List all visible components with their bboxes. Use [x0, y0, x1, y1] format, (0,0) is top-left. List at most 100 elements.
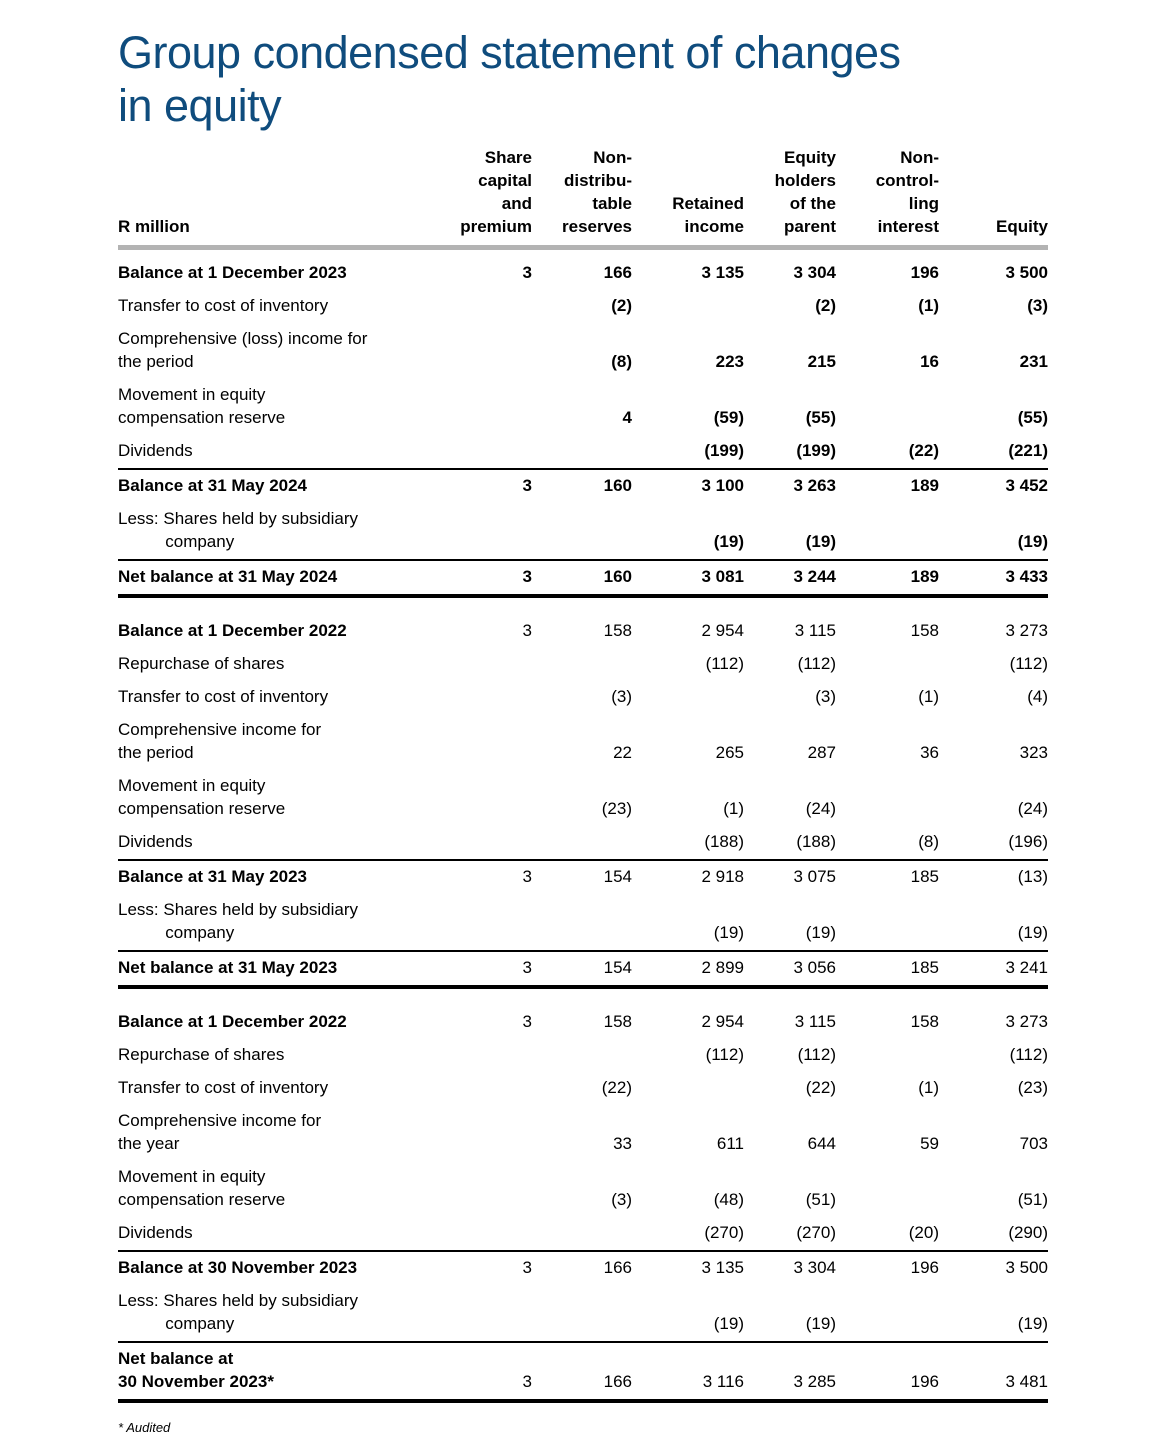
cell-value: 3 481	[1005, 1372, 1048, 1391]
row-label: Comprehensive (loss) income for the peri…	[118, 329, 368, 371]
cell-value: (112)	[797, 1045, 836, 1064]
table-row: Comprehensive income for the period 22 265…	[118, 714, 1048, 770]
cell-value: 3 304	[793, 1258, 836, 1277]
column-header: Equity holders of the parent	[774, 148, 836, 236]
cell-value: (22)	[805, 1078, 836, 1097]
table-row: Movement in equity compensation reserve (…	[118, 1161, 1048, 1217]
cell-value: 3 500	[1005, 1258, 1048, 1277]
cell-value: 196	[910, 1258, 939, 1277]
cell-value: (19)	[805, 923, 836, 942]
cell-value: 3 244	[793, 567, 836, 586]
row-label: Balance at 30 November 2023	[118, 1258, 358, 1277]
cell-value: (13)	[1017, 867, 1048, 886]
cell-value: 644	[807, 1134, 836, 1153]
cell-value: (3)	[611, 1190, 632, 1209]
cell-value: 215	[807, 352, 836, 371]
row-label: Transfer to cost of inventory	[118, 1078, 329, 1097]
row-label: Comprehensive income for the year	[118, 1111, 322, 1153]
cell-value: (24)	[805, 799, 836, 818]
table-row: Transfer to cost of inventory (2) (2) (1) (3…	[118, 290, 1048, 323]
cell-value: (3)	[1027, 296, 1048, 315]
cell-value: 3 304	[793, 263, 836, 282]
table-row: Comprehensive (loss) income for the peri…	[118, 323, 1048, 379]
cell-value: 185	[910, 958, 939, 977]
row-label: Dividends	[118, 441, 193, 460]
cell-value: 3 115	[794, 1012, 836, 1031]
cell-value: (270)	[704, 1223, 744, 1242]
cell-value: (22)	[601, 1078, 632, 1097]
cell-value: 3 500	[1005, 263, 1048, 282]
table-row: Net balance at 31 May 2024 3 160 3 081 3 244…	[118, 559, 1048, 598]
table-row: Balance at 1 December 2022 3 158 2 954 3 115…	[118, 1006, 1048, 1039]
cell-value: (199)	[796, 441, 836, 460]
cell-value: 4	[622, 408, 632, 427]
cell-value: (2)	[815, 296, 836, 315]
cell-value: (19)	[1017, 532, 1048, 551]
cell-value: 223	[715, 352, 744, 371]
cell-value: (1)	[918, 687, 939, 706]
cell-value: (1)	[723, 799, 744, 818]
cell-value: (8)	[611, 352, 632, 371]
cell-value: 231	[1019, 352, 1048, 371]
row-label: Comprehensive income for the period	[118, 720, 322, 762]
cell-value: (2)	[611, 296, 632, 315]
cell-value: 33	[613, 1134, 632, 1153]
table-row: Less: Shares held by subsidiary company (…	[118, 503, 1048, 559]
table-row: Repurchase of shares (112) (112) (112)	[118, 648, 1048, 681]
cell-value: (112)	[1009, 1045, 1048, 1064]
cell-value: (112)	[1009, 654, 1048, 673]
cell-value: 154	[603, 867, 632, 886]
cell-value: (19)	[713, 1314, 744, 1333]
table-row: Dividends (188) (188) (8) (196)	[118, 826, 1048, 859]
column-header: Share capital and premium	[460, 148, 532, 236]
table-row: Movement in equity compensation reserve (…	[118, 770, 1048, 826]
row-label: Balance at 31 May 2024	[118, 476, 308, 495]
cell-value: 703	[1019, 1134, 1048, 1153]
table-header-row: R million Share capital and premium Non- …	[118, 146, 1048, 245]
cell-value: (51)	[1017, 1190, 1048, 1209]
row-label: Less: Shares held by subsidiary company	[118, 509, 359, 551]
page-title: Group condensed statement of changes in …	[118, 27, 901, 131]
cell-value: (19)	[713, 923, 744, 942]
cell-value: 154	[603, 958, 632, 977]
table-row: Less: Shares held by subsidiary company (…	[118, 1285, 1048, 1341]
column-header: Non- control- ling interest	[875, 148, 939, 236]
footnote: * Audited	[118, 1420, 171, 1435]
cell-value: 3 263	[793, 476, 836, 495]
cell-value: 2 954	[701, 1012, 744, 1031]
cell-value: (51)	[805, 1190, 836, 1209]
cell-value: (1)	[918, 1078, 939, 1097]
cell-value: (3)	[611, 687, 632, 706]
cell-value: (20)	[908, 1223, 939, 1242]
table-row: Net balance at 31 May 2023 3 154 2 899 3 056…	[118, 950, 1048, 989]
cell-value: 189	[910, 476, 939, 495]
cell-value: 3 285	[793, 1372, 836, 1391]
table-row: Comprehensive income for the year 33 611 64…	[118, 1105, 1048, 1161]
row-label: Transfer to cost of inventory	[118, 296, 329, 315]
cell-value: 3	[522, 621, 532, 640]
row-label: Balance at 31 May 2023	[118, 867, 308, 886]
cell-value: (48)	[713, 1190, 744, 1209]
table-row: Net balance at 30 November 2023* 3 166 3 11…	[118, 1341, 1048, 1403]
cell-value: (19)	[1017, 1314, 1048, 1333]
cell-value: 3	[522, 476, 532, 495]
cell-value: 160	[603, 567, 632, 586]
row-label: Movement in equity compensation reserve	[118, 1167, 286, 1209]
row-label: Dividends	[118, 1223, 193, 1242]
cell-value: (199)	[704, 441, 744, 460]
cell-value: 3	[522, 567, 532, 586]
header-divider-bar	[118, 245, 1048, 250]
row-label: Movement in equity compensation reserve	[118, 385, 286, 427]
cell-value: 3 273	[1005, 621, 1048, 640]
cell-value: 3	[522, 263, 532, 282]
cell-value: 158	[910, 1012, 939, 1031]
equity-table-body: Balance at 1 December 2023 3 166 3 135 3 304…	[118, 257, 1048, 1403]
table-row: Dividends (270) (270) (20) (290)	[118, 1217, 1048, 1250]
cell-value: 3 241	[1005, 958, 1048, 977]
cell-value: (19)	[805, 532, 836, 551]
cell-value: 3 452	[1005, 476, 1048, 495]
cell-value: 3 056	[793, 958, 836, 977]
cell-value: 3 135	[701, 1258, 744, 1277]
row-label: Transfer to cost of inventory	[118, 687, 329, 706]
table-row: Balance at 31 May 2023 3 154 2 918 3 075 185 (…	[118, 859, 1048, 894]
